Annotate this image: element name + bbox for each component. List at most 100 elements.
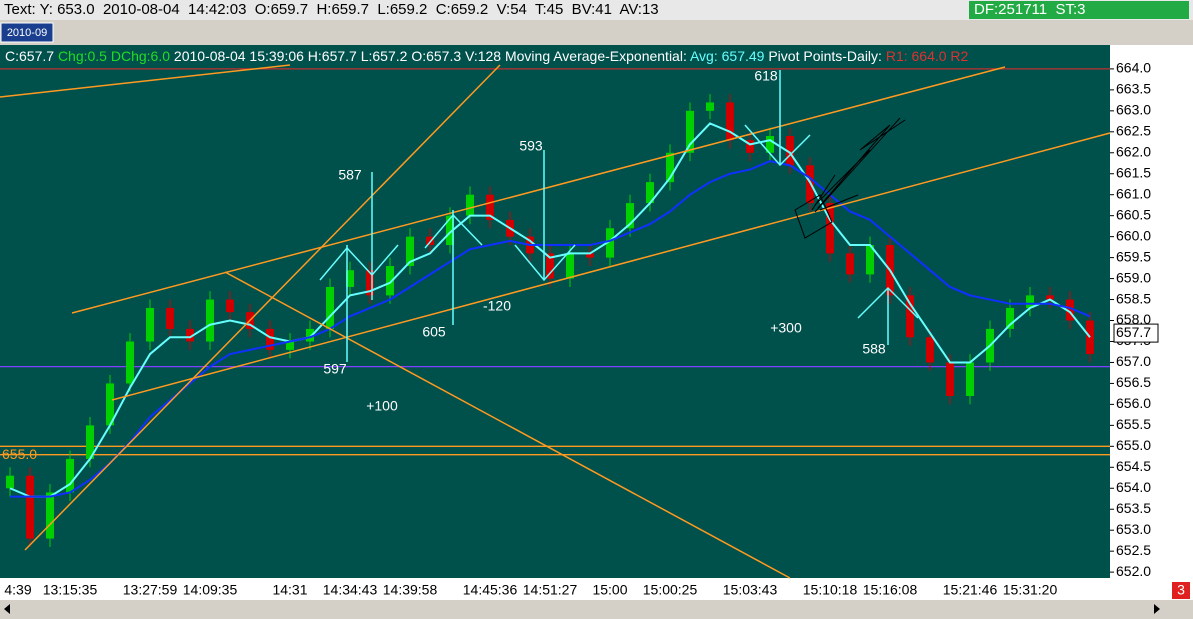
candle-body: [306, 328, 314, 342]
candle-body: [946, 362, 954, 396]
ema-line: [10, 160, 1091, 498]
x-tick-label: 15:03:43: [723, 582, 778, 598]
annotation: 605: [422, 324, 446, 340]
y-tick-label: 655.0: [1116, 437, 1151, 453]
last-price: 657.7: [1116, 324, 1151, 340]
annotation: 588: [862, 341, 886, 357]
y-tick-label: 662.0: [1116, 143, 1151, 159]
y-tick-label: 654.0: [1116, 479, 1151, 495]
info: C:657.7 Chg:0.5 DChg:6.0 2010-08-04 15:3…: [5, 48, 969, 64]
candle-body: [566, 253, 574, 279]
y-tick-label: 656.5: [1116, 374, 1151, 390]
x-tick-label: 14:31: [272, 582, 307, 598]
scrollbar[interactable]: [0, 600, 1193, 619]
candle-body: [86, 425, 94, 459]
y-tick-label: 656.0: [1116, 395, 1151, 411]
candle-body: [846, 253, 854, 275]
marker-zigzags: [319, 124, 919, 319]
candle-body: [766, 136, 774, 153]
x-tick-label: 14:09:35: [183, 582, 238, 598]
info-close: C:657.7: [5, 48, 54, 64]
info-pivot: Pivot Points-Daily:: [768, 48, 882, 64]
candle-body: [626, 203, 634, 229]
candle-body: [346, 270, 354, 287]
candle-body: [706, 102, 714, 111]
info-r: R1: 664.0 R2: [886, 48, 969, 64]
candle-body: [26, 475, 34, 539]
y-tick-label: 660.5: [1116, 206, 1151, 222]
x-tick-label: 13:15:35: [43, 582, 98, 598]
candle-body: [486, 194, 494, 220]
chart: 652.0 652.5 653.0 653.5 654.0 654.5 655.0 655.5…: [0, 60, 1159, 598]
y-tick-label: 661.5: [1116, 164, 1151, 180]
candle-body: [586, 253, 594, 258]
box: [794, 194, 833, 239]
y-tick-label: 664.0: [1116, 60, 1151, 76]
badge-text: 3: [1177, 582, 1185, 598]
candle-body: [966, 362, 974, 396]
candle-body: [1026, 295, 1034, 308]
tab-label[interactable]: 2010-09: [7, 27, 47, 39]
candle-body: [106, 383, 114, 426]
annotation: +300: [770, 320, 802, 336]
candle-body: [546, 253, 554, 279]
x-tick-label: 15:21:46: [943, 582, 998, 598]
y-tick-label: 654.5: [1116, 458, 1151, 474]
status-right: DF:251711 ST:3: [974, 1, 1085, 18]
y-tick-label: 652.0: [1116, 563, 1151, 579]
y-tick-label: 662.5: [1116, 123, 1151, 139]
annotation: 587: [338, 167, 362, 183]
y-tick-label: 660.0: [1116, 227, 1151, 243]
candle-body: [266, 328, 274, 350]
x-tick-label: 15:31:20: [1003, 582, 1058, 598]
y-tick-label: 659.0: [1116, 269, 1151, 285]
y-tick-label: 659.5: [1116, 248, 1151, 264]
annotation: +100: [366, 398, 398, 414]
tab[interactable]: [0, 22, 54, 43]
info-line: C:657.7 Chg:0.5 DChg:6.0 2010-08-04 15:3…: [5, 48, 969, 64]
price-axis: [1110, 45, 1193, 578]
candle-body: [1006, 307, 1014, 329]
last-price-box: [1113, 323, 1159, 343]
candle-body: [186, 328, 194, 342]
plot-area: [0, 45, 1110, 578]
level-label: 655.0: [2, 446, 37, 462]
candle-body: [926, 337, 934, 363]
candle-body: [226, 299, 234, 313]
y-tick-label: 653.0: [1116, 521, 1151, 537]
candle-body: [446, 215, 454, 246]
candle-body: [146, 307, 154, 342]
status-bar: [0, 0, 1193, 20]
status-text: Text: Y: 653.0 2010-08-04 14:42:03 O:659…: [4, 1, 659, 18]
x-tick-label: 14:45:36: [463, 582, 518, 598]
arrow: [811, 117, 906, 213]
x-tick-label: 4:39: [4, 582, 31, 598]
x-tick-label: 14:39:58: [383, 582, 438, 598]
annotation: 597: [323, 361, 347, 377]
candle-body: [46, 492, 54, 539]
x-tick-label: 13:27:59: [123, 582, 178, 598]
candle-body: [426, 236, 434, 246]
annotations: 587 597 605 593 -120 618 +300 588 +100: [323, 68, 886, 414]
x-tick-label: 15:16:08: [863, 582, 918, 598]
y-tick-label: 658.0: [1116, 311, 1151, 327]
trend-line: [111, 132, 1111, 401]
candle-body: [606, 228, 614, 258]
trend-line: [224, 271, 791, 579]
y-tick-label: 658.5: [1116, 290, 1151, 306]
trend-line: [24, 64, 501, 551]
candle-body: [826, 203, 834, 254]
candle-body: [686, 110, 694, 153]
info-avg: Avg: 657.49: [690, 48, 765, 64]
candle-body: [746, 140, 754, 153]
x-tick-label: 15:10:18: [803, 582, 858, 598]
x-tick-label: 14:51:27: [523, 582, 578, 598]
ema-line: [9, 122, 1091, 498]
x-tick-label: 15:00:25: [643, 582, 698, 598]
y-tick-label: 652.5: [1116, 542, 1151, 558]
info-change: Chg:0.5 DChg:6.0: [58, 48, 170, 64]
candle-body: [866, 245, 874, 275]
trend-line: [71, 66, 1006, 314]
annotation: 618: [754, 68, 778, 84]
